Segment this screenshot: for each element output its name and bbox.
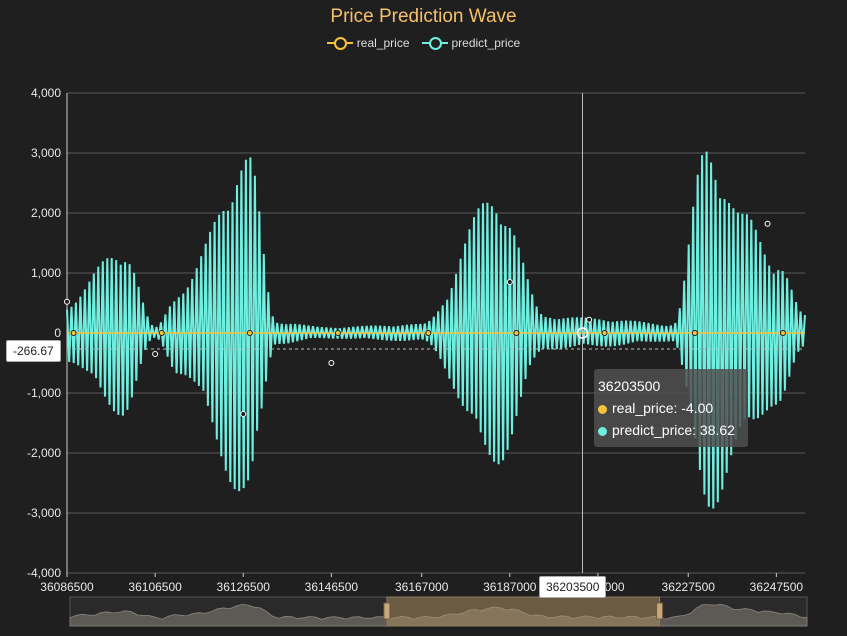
real-price-point xyxy=(779,330,786,336)
legend-item-predict-price[interactable]: predict_price xyxy=(421,36,521,50)
x-tick-label: 36227500 xyxy=(662,580,716,594)
chart-title: Price Prediction Wave xyxy=(330,6,517,27)
legend: real_price predict_price xyxy=(0,36,847,50)
predict-price-line xyxy=(66,151,806,509)
tooltip-real-price-dot xyxy=(598,404,607,414)
tooltip-predict-price-dot xyxy=(598,426,607,436)
tooltip-row-real-price: real_price: -4.00 xyxy=(598,397,744,419)
y-tick-label: 1,000 xyxy=(31,266,61,280)
legend-real-price-icon xyxy=(326,36,353,50)
x-tick-label: 36146500 xyxy=(305,580,359,594)
x-tick-label: 36106500 xyxy=(128,580,182,594)
legend-item-real-price[interactable]: real_price xyxy=(326,36,410,50)
tooltip-real-price-text: real_price: -4.00 xyxy=(612,400,714,416)
y-tick-label: 4,000 xyxy=(31,86,61,100)
crosshair-focus-point xyxy=(576,327,589,339)
predict-price-point xyxy=(152,351,159,357)
x-tick-label: 36126500 xyxy=(217,580,271,594)
tooltip: 36203500 real_price: -4.00 predict_price… xyxy=(594,369,748,447)
real-price-point xyxy=(70,330,77,336)
crosshair-x-label: 36203500 xyxy=(539,576,607,598)
real-price-point xyxy=(513,330,520,336)
zoom-handle-left[interactable] xyxy=(383,602,391,620)
predict-price-point xyxy=(586,316,593,323)
crosshair-y-label: -266.67 xyxy=(6,340,61,362)
real-price-point xyxy=(334,330,341,336)
zoom-preview-area xyxy=(69,603,808,627)
legend-predict-price-icon xyxy=(421,36,448,50)
real-price-point xyxy=(601,330,608,336)
y-tick-label: -4,000 xyxy=(27,566,61,580)
tooltip-row-predict-price: predict_price: 38.62 xyxy=(598,419,744,441)
x-tick-label: 36187000 xyxy=(483,580,537,594)
predict-price-point xyxy=(764,220,771,227)
y-tick-label: -1,000 xyxy=(27,386,61,400)
x-tick-label: 36247500 xyxy=(750,580,804,594)
y-tick-label: -3,000 xyxy=(27,506,61,520)
tooltip-header: 36203500 xyxy=(598,378,661,394)
tooltip-predict-price-text: predict_price: 38.62 xyxy=(612,422,735,438)
real-price-point xyxy=(246,330,253,336)
real-price-point xyxy=(158,330,165,336)
y-tick-label: 3,000 xyxy=(31,146,61,160)
zoom-selected-range[interactable] xyxy=(386,596,661,627)
y-tick-label: 0 xyxy=(54,326,61,340)
predict-price-point xyxy=(328,360,335,366)
predict-price-point xyxy=(64,298,70,305)
real-price-point xyxy=(691,330,698,336)
legend-real-price-label: real_price xyxy=(356,36,410,50)
x-tick-label: 36086500 xyxy=(40,580,94,594)
zoom-handle-right[interactable] xyxy=(656,602,664,620)
predict-price-point xyxy=(506,279,513,285)
y-tick-label: 2,000 xyxy=(31,206,61,220)
y-tick-label: -2,000 xyxy=(27,446,61,460)
real-price-point xyxy=(425,330,432,336)
predict-price-point xyxy=(240,411,247,417)
x-tick-label: 36167000 xyxy=(395,580,449,594)
legend-predict-price-label: predict_price xyxy=(451,36,521,50)
